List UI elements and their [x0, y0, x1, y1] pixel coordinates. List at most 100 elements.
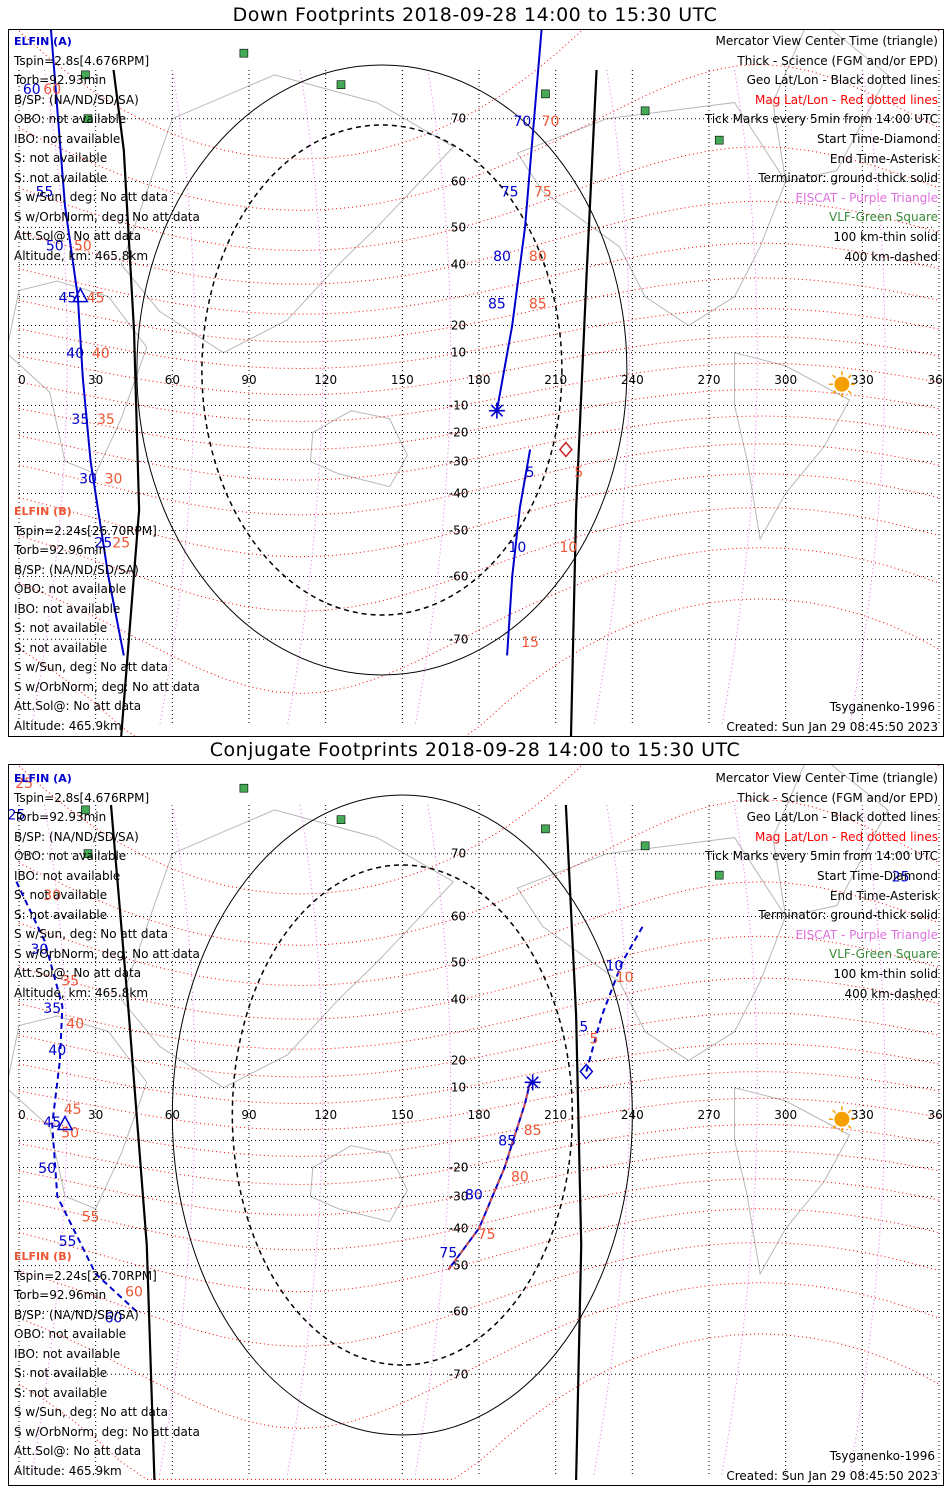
- elfin-a-obo: OBO: not available: [14, 112, 127, 126]
- elfin-b-info: ELFIN (B) Tspin=2.24s[26.70RPM] Torb=92.…: [14, 502, 200, 736]
- elfin-b-attsol: Att.Sol@: No att data: [14, 1444, 142, 1458]
- elfin-b-tick-label: 15: [521, 635, 539, 651]
- legend-terminator: Terminator: ground-thick solid: [758, 908, 938, 923]
- legend-start: Start Time-Diamond: [816, 131, 938, 146]
- conjugate-footprints-title: Conjugate Footprints 2018-09-28 14:00 to…: [209, 739, 741, 761]
- asterisk-end-marker: [488, 402, 505, 419]
- elfin-a-s2: S: not available: [14, 170, 108, 185]
- elfin-a-info: ELFIN (A) Tspin=2.8s[4.676RPM] Torb=92.9…: [14, 32, 200, 266]
- elfin-b-tick-label: 25: [15, 776, 33, 792]
- elfin-a-ibo: IBO: not available: [14, 868, 121, 883]
- vlf-station: [83, 849, 93, 858]
- elfin-b-obo: OBO: not available: [14, 582, 127, 596]
- mag-meridians: [31, 69, 886, 727]
- elfin-b-tick-label: 45: [64, 1102, 82, 1118]
- lat-label: -70: [449, 632, 469, 646]
- lon-label: 60: [165, 373, 180, 387]
- elfin-a-s2: S: not available: [14, 907, 108, 922]
- mag-grid: [18, 30, 940, 736]
- coastlines: [9, 30, 889, 541]
- lon-label: 360: [928, 1108, 943, 1122]
- vlf-station: [81, 70, 90, 80]
- coastlines: [9, 765, 889, 1276]
- mag-grid: [18, 765, 940, 1480]
- elfin-b-tick-label: 50: [61, 1126, 79, 1142]
- elfin-a-sun: S w/Sun, deg: No att data: [14, 190, 168, 204]
- elfin-b-tick-label: 70: [542, 114, 560, 130]
- elfin-a-tspin: Tspin=2.8s[4.676RPM]: [14, 53, 150, 68]
- elfin-b-s1: S: not available: [14, 1366, 108, 1380]
- landmass-outline: [120, 809, 455, 1089]
- legend-center-time: Mercator View Center Time (triangle): [715, 34, 938, 48]
- lon-label: 90: [241, 373, 256, 387]
- asterisk-stroke: [490, 404, 504, 417]
- legend-start: Start Time-Diamond: [816, 868, 938, 883]
- lat-label: 20: [451, 1054, 466, 1068]
- elfin-a-tick-label: 35: [43, 1001, 61, 1017]
- elfin-b-orbnorm: S w/OrbNorm, deg: No att data: [14, 1424, 200, 1439]
- elfin-b-tick-label: 80: [529, 249, 547, 265]
- vlf-station: [714, 135, 724, 145]
- elfin-b-track: [447, 1082, 531, 1271]
- lat-label: 70: [451, 112, 466, 126]
- lon-label: 0: [18, 1108, 26, 1122]
- legend-geo-grid: Geo Lat/Lon - Black dotted lines: [746, 810, 938, 825]
- legend: Mercator View Center Time (triangle) Thi…: [705, 32, 938, 267]
- elfin-b-tick-label: 10: [560, 540, 578, 556]
- lat-label: 70: [451, 847, 466, 861]
- vlf-station: [714, 870, 724, 880]
- elfin-b-sun: S w/Sun, deg: No att data: [14, 660, 168, 674]
- lon-label: 330: [851, 1108, 874, 1122]
- mag-latitude-line: [18, 30, 940, 160]
- elfin-a-tick-label: 30: [79, 471, 97, 487]
- diamond-start-marker: [579, 1063, 594, 1080]
- elfin-a-info: ELFIN (A) Tspin=2.8s[4.676RPM] Torb=92.9…: [14, 769, 200, 1003]
- elfin-a-tick-label: 25: [9, 808, 25, 824]
- terminator-line: [112, 69, 141, 736]
- terminator-line: [564, 804, 583, 1481]
- sun-ray: [847, 1109, 852, 1114]
- down-footprints-title: Down Footprints 2018-09-28 14:00 to 15:3…: [232, 4, 718, 26]
- sun-disc: [834, 376, 850, 392]
- elfin-a-tick-label: 5: [579, 1020, 588, 1036]
- conjugate-footprints-panel: 0306090120150180210240270300330360706050…: [8, 764, 944, 1486]
- elfin-b-tspin: Tspin=2.24s[26.70RPM]: [14, 523, 157, 538]
- elfin-b-tick-label: 60: [43, 82, 61, 98]
- sun-icon: [828, 1106, 855, 1133]
- lon-label: 120: [314, 1108, 337, 1122]
- elfin-b-s2: S: not available: [14, 640, 108, 655]
- elfin-a-tick-label: 45: [59, 291, 77, 307]
- lon-label: 270: [698, 1108, 721, 1122]
- lat-label: 10: [451, 346, 466, 360]
- lon-label: 300: [774, 1108, 797, 1122]
- legend-science: Thick - Science (FGM and/or EPD): [737, 790, 938, 805]
- created-label: Created: Sun Jan 29 08:45:50 2023: [726, 720, 938, 734]
- mag-latitude-line: [18, 307, 940, 370]
- legend-eiscat: EISCAT - Purple Triangle: [795, 927, 938, 942]
- mag-latitude-line: [18, 765, 940, 895]
- lat-label: 40: [451, 258, 466, 272]
- fov-400km: [201, 124, 563, 616]
- lon-label: 180: [468, 1108, 491, 1122]
- elfin-a-tick-label: 75: [501, 184, 519, 200]
- lon-label: 210: [544, 373, 567, 387]
- mag-latitude-line: [18, 1012, 940, 1078]
- elfin-b-info: ELFIN (B) Tspin=2.24s[26.70RPM] Torb=92.…: [14, 1247, 200, 1481]
- elfin-a-bsp: B/SP: (NA/ND/SD/SA): [14, 92, 139, 107]
- vlf-station: [336, 815, 346, 824]
- terminator-line: [109, 804, 156, 1481]
- elfin-a-track: [585, 926, 644, 1072]
- elfin-b-tspin: Tspin=2.24s[26.70RPM]: [14, 1268, 157, 1283]
- elfin-a-tick-label: 5: [526, 465, 535, 481]
- elfin-b-bsp: B/SP: (NA/ND/SD/SA): [14, 562, 139, 577]
- legend-center-time: Mercator View Center Time (triangle): [715, 771, 938, 785]
- asterisk-stroke: [526, 1076, 539, 1089]
- elfin-a-tick-label: 35: [71, 412, 89, 428]
- legend-vlf: VLF-Green Square: [829, 210, 938, 225]
- sun-ray: [832, 1109, 837, 1114]
- landmass-outline: [516, 102, 787, 327]
- mag-meridian-line: [159, 69, 196, 727]
- down-footprints-panel: 0 30 60 90 120 150 180 210 240 270 300 330 360 70 60 50…: [8, 29, 944, 737]
- mag-meridian-line: [593, 69, 630, 727]
- elfin-b-s1: S: not available: [14, 621, 108, 635]
